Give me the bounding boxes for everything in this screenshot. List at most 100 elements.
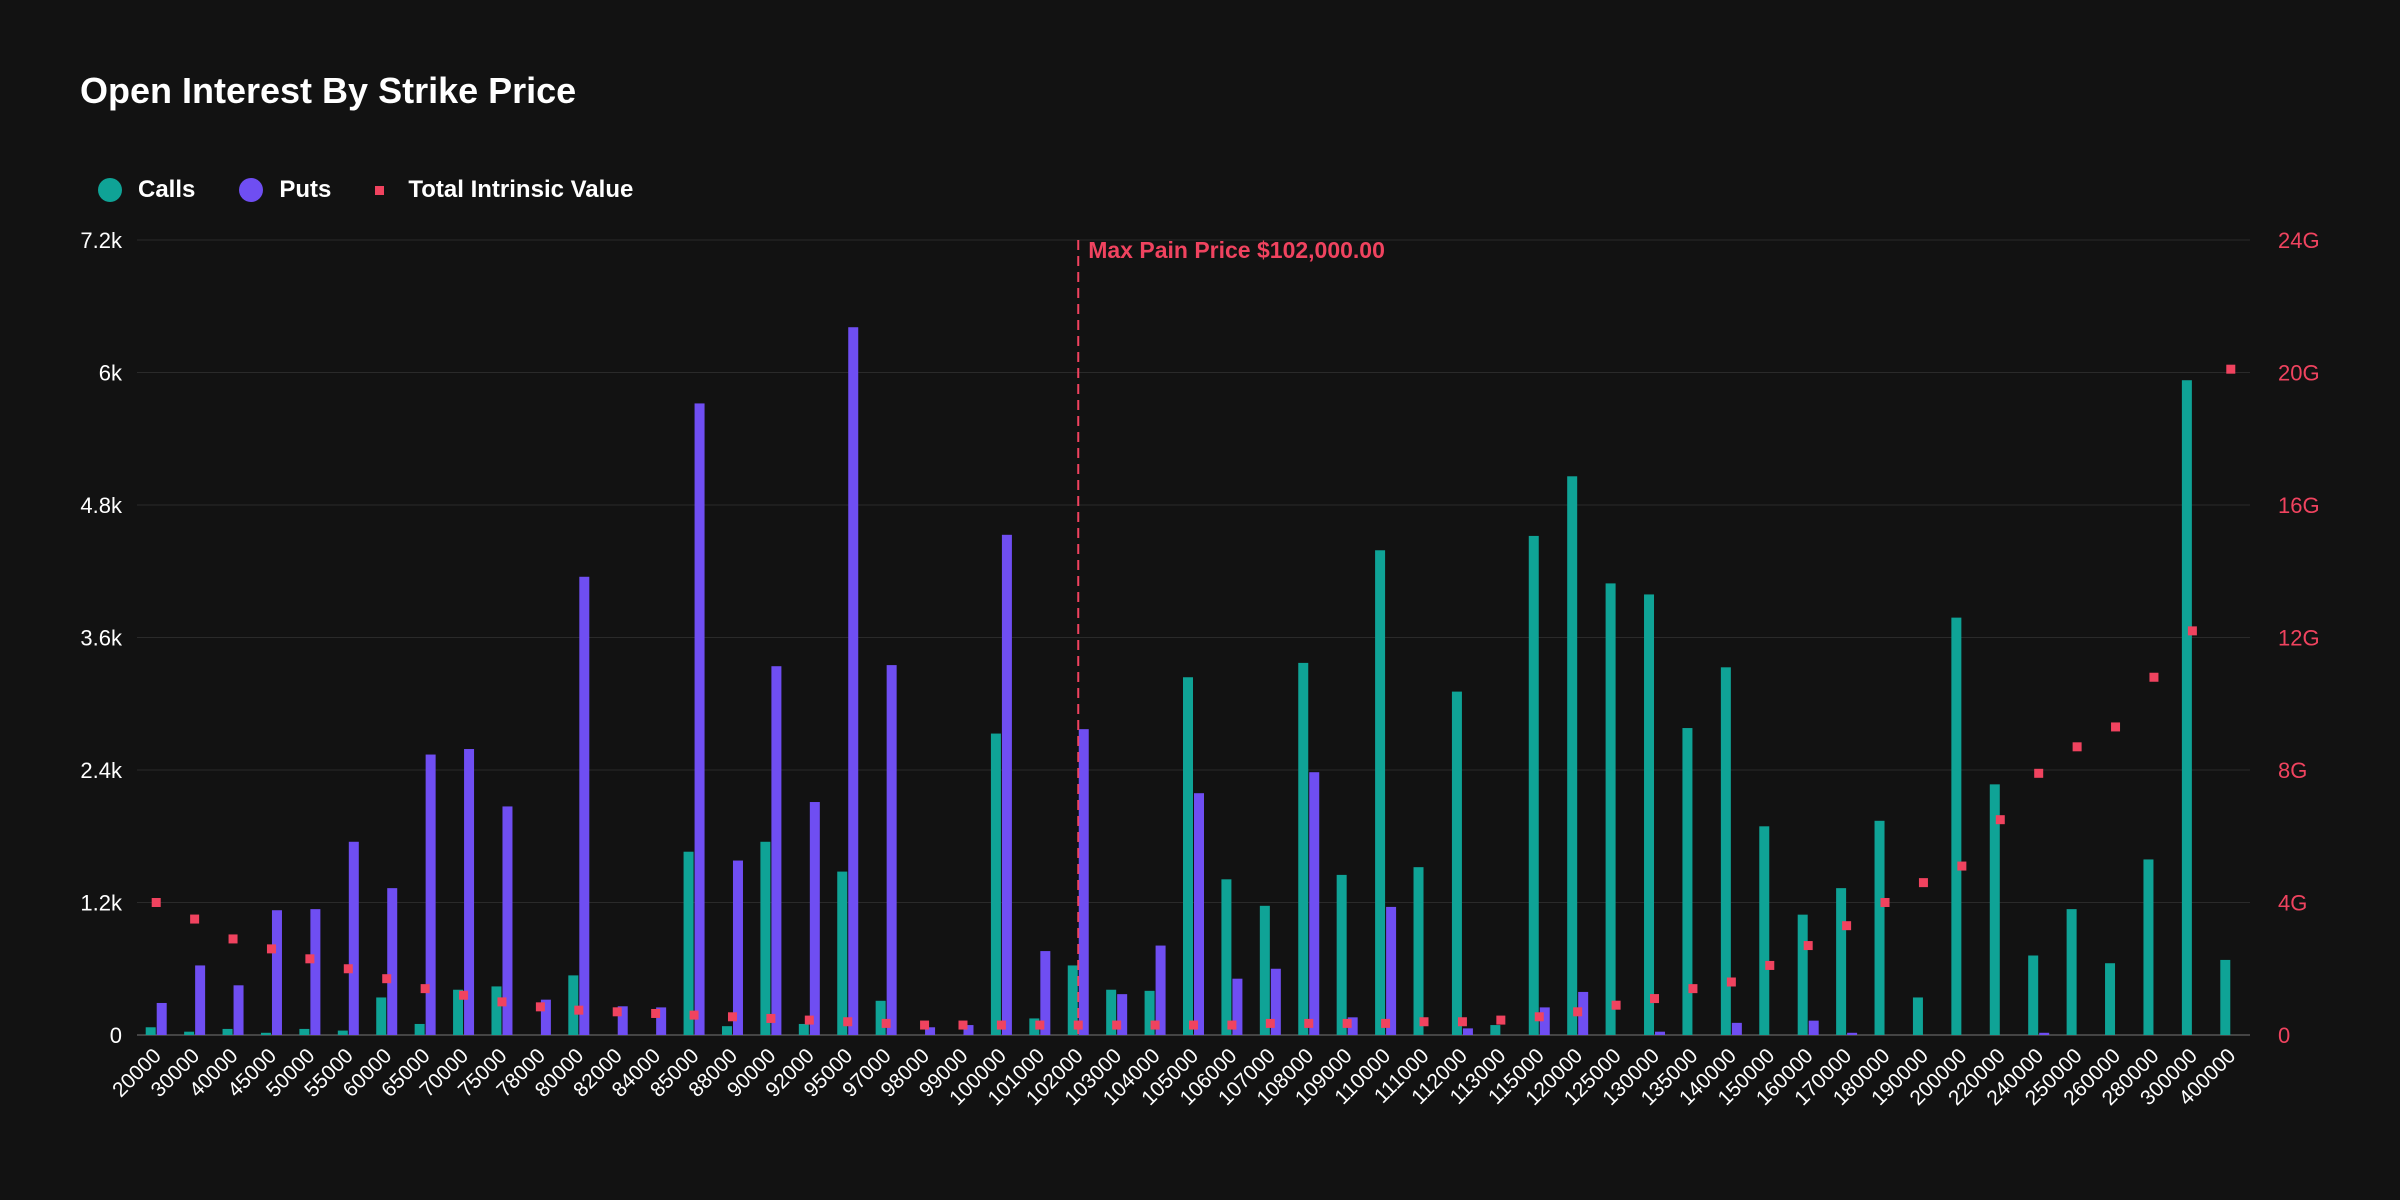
bar-calls bbox=[145, 1027, 156, 1035]
bar-puts bbox=[771, 666, 782, 1035]
point-intrinsic bbox=[996, 1020, 1006, 1030]
y-tick-label: 7.2k bbox=[80, 228, 123, 253]
bar-calls bbox=[568, 975, 579, 1035]
point-intrinsic bbox=[612, 1007, 622, 1017]
bar-puts bbox=[1808, 1020, 1819, 1035]
y2-tick-label: 4G bbox=[2278, 891, 2307, 916]
bar-calls bbox=[376, 997, 387, 1035]
bar-calls bbox=[1106, 989, 1117, 1035]
point-intrinsic bbox=[1573, 1007, 1583, 1017]
point-intrinsic bbox=[1803, 941, 1813, 951]
bar-calls bbox=[414, 1023, 425, 1035]
bar-calls bbox=[1605, 583, 1616, 1035]
point-intrinsic bbox=[574, 1005, 584, 1015]
y2-tick-label: 16G bbox=[2278, 493, 2320, 518]
point-intrinsic bbox=[1534, 1012, 1544, 1022]
bar-puts bbox=[156, 1002, 167, 1035]
bar-calls bbox=[760, 841, 771, 1035]
point-intrinsic bbox=[1227, 1020, 1237, 1030]
bar-calls bbox=[798, 1023, 809, 1035]
point-intrinsic bbox=[1957, 861, 1967, 871]
bar-calls bbox=[1144, 990, 1155, 1035]
bar-puts bbox=[963, 1025, 974, 1035]
point-intrinsic bbox=[651, 1008, 661, 1018]
bar-puts bbox=[387, 888, 398, 1035]
bar-puts bbox=[1462, 1028, 1473, 1035]
bar-puts bbox=[1539, 1007, 1550, 1035]
point-intrinsic bbox=[535, 1002, 545, 1012]
point-intrinsic bbox=[343, 964, 353, 974]
point-intrinsic bbox=[920, 1020, 930, 1030]
y2-tick-label: 12G bbox=[2278, 626, 2320, 651]
y2-tick-label: 0 bbox=[2278, 1023, 2290, 1048]
bar-calls bbox=[260, 1032, 271, 1035]
bar-calls bbox=[2220, 959, 2231, 1035]
point-intrinsic bbox=[1419, 1017, 1429, 1027]
bar-puts bbox=[1194, 793, 1204, 1035]
point-intrinsic bbox=[459, 990, 469, 1000]
bar-puts bbox=[925, 1027, 936, 1035]
y2-tick-label: 20G bbox=[2278, 361, 2320, 386]
bar-calls bbox=[2181, 380, 2192, 1036]
bar-calls bbox=[1029, 1018, 1040, 1035]
point-intrinsic bbox=[266, 944, 276, 954]
point-intrinsic bbox=[190, 914, 200, 924]
y-tick-label: 6k bbox=[99, 361, 123, 386]
bar-puts bbox=[540, 999, 551, 1035]
bar-puts bbox=[1309, 772, 1320, 1035]
bar-calls bbox=[1759, 826, 1770, 1035]
bar-puts bbox=[1078, 729, 1089, 1035]
bar-puts bbox=[1347, 1017, 1358, 1035]
bar-puts bbox=[1001, 534, 1012, 1035]
puts-swatch-icon bbox=[239, 178, 264, 202]
point-intrinsic bbox=[1726, 977, 1736, 987]
point-intrinsic bbox=[1688, 984, 1698, 994]
point-intrinsic bbox=[1342, 1018, 1352, 1028]
point-intrinsic bbox=[766, 1013, 776, 1023]
bar-puts bbox=[1117, 994, 1128, 1035]
point-intrinsic bbox=[420, 984, 430, 994]
bar-calls bbox=[837, 871, 848, 1035]
bar-puts bbox=[348, 841, 359, 1035]
point-intrinsic bbox=[497, 997, 507, 1007]
bar-puts bbox=[2039, 1032, 2050, 1035]
point-intrinsic bbox=[2149, 672, 2159, 682]
bar-puts bbox=[579, 576, 590, 1035]
bar-puts bbox=[502, 806, 513, 1035]
chart-title: Open Interest By Strike Price bbox=[80, 70, 577, 111]
bar-calls bbox=[1644, 594, 1655, 1035]
point-intrinsic bbox=[305, 954, 315, 964]
point-intrinsic bbox=[228, 934, 238, 944]
point-intrinsic bbox=[958, 1020, 968, 1030]
bar-calls bbox=[1912, 997, 1923, 1035]
bar-puts bbox=[1847, 1032, 1858, 1035]
bar-puts bbox=[656, 1007, 667, 1035]
bar-calls bbox=[1797, 914, 1808, 1035]
bar-calls bbox=[184, 1031, 195, 1035]
bar-calls bbox=[990, 733, 1001, 1035]
bar-puts bbox=[617, 1006, 628, 1035]
bar-calls bbox=[1221, 879, 1232, 1035]
point-intrinsic bbox=[1265, 1018, 1275, 1028]
bar-puts bbox=[1578, 991, 1589, 1035]
bar-calls bbox=[1375, 550, 1386, 1035]
legend-item-calls[interactable]: Calls bbox=[98, 176, 195, 204]
point-intrinsic bbox=[1150, 1020, 1160, 1030]
y2-tick-label: 24G bbox=[2278, 228, 2320, 253]
legend-item-intrinsic[interactable]: Total Intrinsic Value bbox=[375, 176, 633, 204]
bar-puts bbox=[1731, 1022, 1742, 1035]
point-intrinsic bbox=[2034, 768, 2044, 778]
calls-swatch-icon bbox=[98, 178, 122, 202]
bar-calls bbox=[2028, 955, 2039, 1035]
legend-item-puts[interactable]: Puts bbox=[239, 176, 331, 204]
bar-calls bbox=[491, 986, 502, 1035]
point-intrinsic bbox=[1035, 1020, 1045, 1030]
point-intrinsic bbox=[804, 1015, 814, 1025]
bar-puts bbox=[848, 327, 859, 1036]
bar-puts bbox=[1270, 968, 1281, 1035]
bar-puts bbox=[809, 802, 820, 1035]
y-tick-label: 4.8k bbox=[80, 493, 123, 518]
bar-puts bbox=[1040, 951, 1051, 1035]
bar-calls bbox=[453, 989, 464, 1035]
